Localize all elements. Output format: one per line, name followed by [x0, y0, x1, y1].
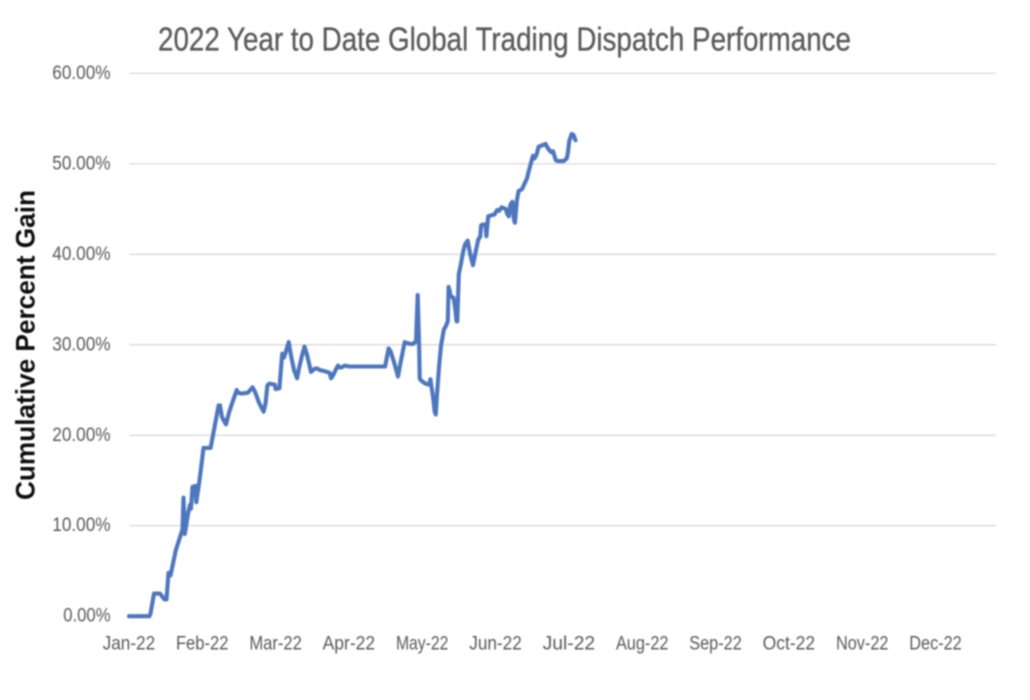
svg-text:40.00%: 40.00% [52, 243, 110, 265]
svg-text:Mar-22: Mar-22 [249, 633, 302, 655]
svg-text:Nov-22: Nov-22 [836, 633, 889, 655]
svg-text:Sep-22: Sep-22 [689, 633, 742, 655]
svg-text:Jun-22: Jun-22 [469, 633, 522, 655]
svg-text:Cumulative Percent Gain: Cumulative Percent Gain [10, 190, 40, 500]
svg-text:May-22: May-22 [396, 633, 449, 655]
svg-text:Jul-22: Jul-22 [543, 633, 596, 655]
svg-text:30.00%: 30.00% [52, 333, 110, 355]
svg-text:Apr-22: Apr-22 [323, 633, 376, 655]
svg-text:60.00%: 60.00% [52, 62, 110, 84]
svg-text:Oct-22: Oct-22 [763, 633, 816, 655]
svg-text:10.00%: 10.00% [52, 514, 110, 536]
svg-text:Aug-22: Aug-22 [616, 633, 669, 655]
svg-text:2022 Year to Date Global Tradi: 2022 Year to Date Global Trading Dispatc… [158, 21, 851, 58]
svg-text:Jan-22: Jan-22 [103, 633, 156, 655]
svg-text:20.00%: 20.00% [52, 424, 110, 446]
svg-text:50.00%: 50.00% [52, 152, 110, 174]
svg-text:0.00%: 0.00% [63, 605, 110, 627]
svg-text:Dec-22: Dec-22 [909, 633, 962, 655]
svg-text:Feb-22: Feb-22 [176, 633, 229, 655]
